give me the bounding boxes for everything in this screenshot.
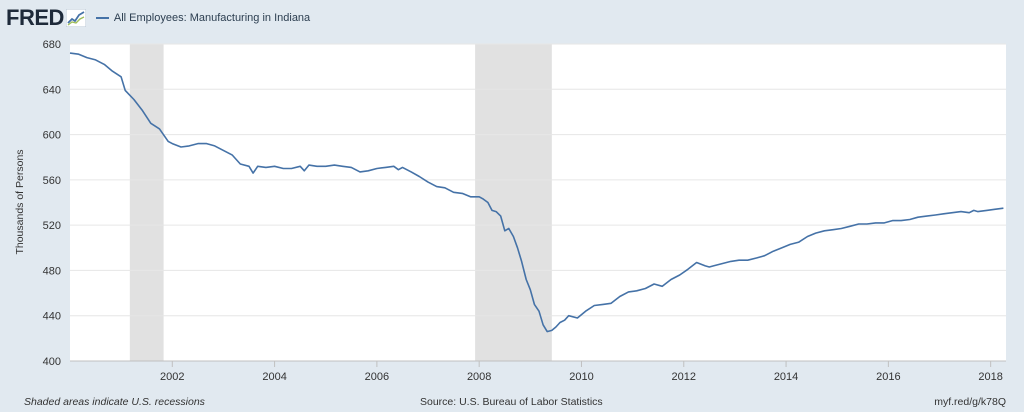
x-axis-ticks: 2002 2004 2006 2008 2010 2012 2014 2016 2018: [160, 361, 1003, 383]
y-tick-label-680: 680: [43, 39, 61, 51]
series-line[interactable]: [69, 52, 1004, 333]
y-tick-label-520: 520: [43, 220, 61, 232]
x-tick-label-2016: 2016: [876, 371, 900, 383]
source-note: Source: U.S. Bureau of Labor Statistics: [420, 396, 603, 408]
x-tick-label-2006: 2006: [365, 371, 389, 383]
recession-band-0: [129, 44, 164, 361]
y-tick-label-480: 480: [43, 265, 61, 277]
recession-note: Shaded areas indicate U.S. recessions: [24, 396, 205, 408]
grid-lines: [70, 43, 1006, 317]
x-tick-label-2014: 2014: [774, 371, 798, 383]
x-tick-label-2018: 2018: [978, 371, 1002, 383]
header: FRED All Employees: Manufacturing in Ind…: [6, 4, 310, 32]
fred-logo-text: FRED: [6, 5, 64, 30]
x-tick-label-2010: 2010: [569, 371, 593, 383]
x-tick-label-2004: 2004: [262, 371, 286, 383]
legend-swatch: [95, 17, 109, 19]
footer: Shaded areas indicate U.S. recessions So…: [0, 394, 1024, 410]
line-chart-icon: [65, 9, 86, 27]
y-tick-label-640: 640: [43, 84, 61, 96]
y-tick-label-400: 400: [43, 356, 61, 368]
y-axis-ticks: 400 440 480 520 560 600 640 680: [43, 39, 61, 368]
y-tick-label-560: 560: [43, 175, 61, 187]
x-tick-label-2012: 2012: [672, 371, 696, 383]
y-tick-label-600: 600: [43, 130, 61, 142]
legend-label: All Employees: Manufacturing in Indiana: [113, 12, 311, 24]
short-url-link[interactable]: myf.red/g/k78Q: [934, 396, 1006, 408]
x-tick-label-2008: 2008: [467, 371, 491, 383]
x-tick-label-2002: 2002: [160, 371, 184, 383]
legend-item[interactable]: All Employees: Manufacturing in Indiana: [95, 12, 311, 24]
y-axis-title: Thousands of Persons: [14, 149, 26, 254]
fred-logo[interactable]: FRED: [6, 5, 86, 31]
y-tick-label-440: 440: [43, 311, 61, 323]
